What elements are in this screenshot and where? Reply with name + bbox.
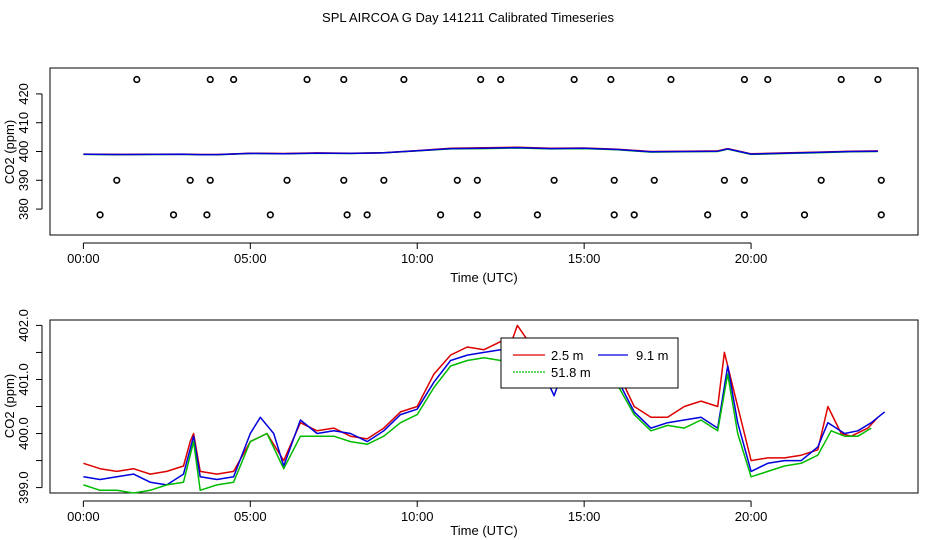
y-axis: 399.0 400.0 401.0 402.0 xyxy=(16,309,43,504)
data-point-marker xyxy=(610,211,618,219)
y-axis-label: CO2 (ppm) xyxy=(2,374,17,438)
y-tick-label: 401.0 xyxy=(16,363,31,396)
data-point-marker xyxy=(497,75,505,84)
data-point-marker xyxy=(437,211,445,219)
legend-box xyxy=(500,337,679,389)
data-point-marker xyxy=(206,176,214,184)
data-point-marker xyxy=(740,75,749,84)
data-point-marker xyxy=(607,75,615,84)
series-lines xyxy=(83,324,886,494)
data-point-marker xyxy=(230,75,238,84)
data-point-marker xyxy=(740,176,749,184)
y-axis-label: CO2 (ppm) xyxy=(2,120,17,184)
series-line xyxy=(83,324,879,475)
x-tick-label: 15:00 xyxy=(568,509,601,524)
x-tick-label: 00:00 xyxy=(67,509,100,524)
chart-title: SPL AIRCOA G Day 141211 Calibrated Times… xyxy=(322,10,614,25)
data-point-marker xyxy=(133,75,141,84)
series-line xyxy=(83,348,872,494)
x-axis-label: Time (UTC) xyxy=(450,523,517,538)
data-point-marker xyxy=(874,75,882,84)
data-point-marker xyxy=(570,75,578,84)
data-point-marker xyxy=(610,176,618,184)
data-point-marker xyxy=(473,176,481,184)
data-point-marker xyxy=(550,176,558,184)
data-point-marker xyxy=(266,211,274,219)
data-point-marker xyxy=(837,75,845,84)
data-point-marker xyxy=(473,211,481,219)
x-tick-label: 05:00 xyxy=(234,509,267,524)
x-tick-label: 05:00 xyxy=(234,251,267,266)
y-tick-label: 390 xyxy=(16,169,31,191)
data-point-marker xyxy=(720,176,728,184)
y-axis: 380 390 400 410 420 xyxy=(16,83,43,220)
data-point-marker xyxy=(704,211,712,219)
data-point-marker xyxy=(186,176,194,184)
data-point-marker xyxy=(343,211,351,219)
x-tick-label: 20:00 xyxy=(735,251,768,266)
data-point-marker xyxy=(203,211,211,219)
data-point-marker xyxy=(477,75,485,84)
legend-label-51-8m: 51.8 m xyxy=(551,365,591,380)
y-tick-label: 410 xyxy=(16,112,31,134)
x-tick-label: 10:00 xyxy=(401,509,434,524)
data-point-marker xyxy=(380,176,388,184)
data-point-marker xyxy=(630,211,638,219)
data-point-marker xyxy=(667,75,675,84)
x-tick-label: 20:00 xyxy=(735,509,768,524)
y-tick-label: 400.0 xyxy=(16,417,31,450)
y-tick-label: 399.0 xyxy=(16,471,31,504)
data-point-marker xyxy=(340,75,348,84)
data-point-marker xyxy=(400,75,408,84)
data-point-marker xyxy=(169,211,178,219)
data-point-marker xyxy=(96,211,104,219)
panel-bottom: 00:00 05:00 10:00 15:00 20:00 399.0 400.0 401.… xyxy=(2,309,919,538)
data-point-marker xyxy=(113,176,121,184)
data-point-marker xyxy=(283,176,291,184)
data-point-marker xyxy=(764,75,772,84)
x-axis: 00:00 05:00 10:00 15:00 20:00 xyxy=(67,242,768,266)
data-point-marker xyxy=(740,211,749,219)
x-axis: 00:00 05:00 10:00 15:00 20:00 xyxy=(67,500,768,524)
y-tick-label: 380 xyxy=(16,198,31,220)
x-axis-label: Time (UTC) xyxy=(450,270,517,285)
x-tick-label: 10:00 xyxy=(401,251,434,266)
data-point-marker xyxy=(650,176,658,184)
series-line xyxy=(83,343,886,486)
data-point-marker xyxy=(817,176,825,184)
series-line xyxy=(83,146,878,156)
legend-label-9-1m: 9.1 m xyxy=(636,348,669,363)
data-point-marker xyxy=(363,211,371,219)
data-point-marker xyxy=(800,211,809,219)
data-point-marker xyxy=(877,211,885,219)
data-point-marker xyxy=(533,211,542,219)
data-point-marker xyxy=(453,176,461,184)
data-point-marker xyxy=(303,75,311,84)
legend-label-2-5m: 2.5 m xyxy=(551,348,584,363)
data-point-marker xyxy=(340,176,348,184)
x-tick-label: 00:00 xyxy=(67,251,100,266)
y-tick-label: 402.0 xyxy=(16,309,31,342)
plot-frame xyxy=(49,319,919,494)
y-tick-label: 400 xyxy=(16,141,31,163)
plot-frame xyxy=(49,67,919,236)
series-lines xyxy=(83,146,878,156)
legend: 2.5 m 9.1 m 51.8 m xyxy=(500,337,679,389)
y-tick-label: 420 xyxy=(16,83,31,105)
data-point-marker xyxy=(206,75,214,84)
markers xyxy=(96,75,885,219)
data-point-marker xyxy=(877,176,885,184)
x-tick-label: 15:00 xyxy=(568,251,601,266)
panel-top: 00:00 05:00 10:00 15:00 20:00 380 390 400 410 42… xyxy=(2,67,919,285)
